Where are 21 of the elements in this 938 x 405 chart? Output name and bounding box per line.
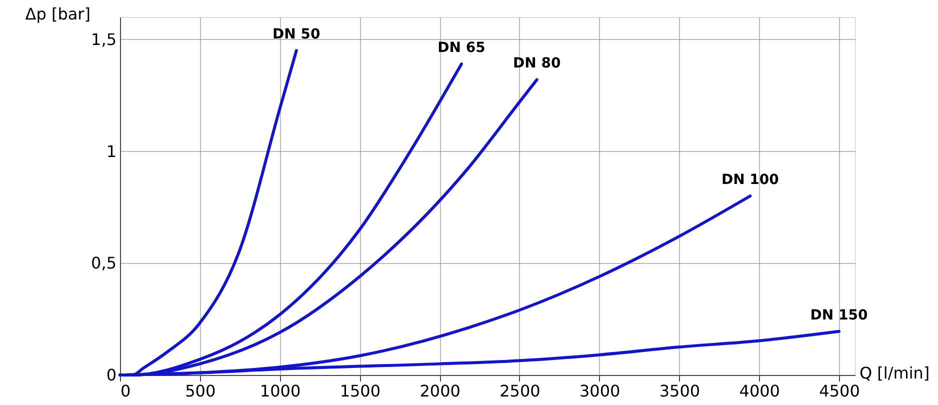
series-label: DN 50	[272, 26, 320, 43]
x-tick-label: 4000	[739, 382, 780, 400]
x-tick-label: 3000	[579, 382, 620, 400]
x-tick-label: 1500	[340, 382, 381, 400]
x-axis-title: Q [l/min]	[860, 364, 930, 382]
x-tick-label: 2000	[420, 382, 460, 400]
y-tick-label: 1	[106, 142, 116, 161]
x-tick-label: 3500	[659, 382, 700, 400]
x-tick-label: 2500	[500, 382, 540, 400]
series-label: DN 150	[810, 307, 868, 324]
x-tick-label: 0	[120, 382, 131, 400]
series-label: DN 65	[438, 40, 486, 56]
x-tick-label: 1000	[260, 382, 301, 400]
y-axis-title: Δp [bar]	[25, 4, 90, 24]
y-tick-label: 0	[106, 366, 116, 384]
y-tick-label: 0,5	[91, 254, 116, 273]
y-tick-label: 1,5	[91, 30, 116, 49]
x-tick-label: 500	[185, 382, 216, 400]
series-label: DN 80	[513, 56, 561, 72]
series-label: DN 100	[721, 172, 780, 188]
x-tick-label: 4500	[819, 382, 860, 400]
